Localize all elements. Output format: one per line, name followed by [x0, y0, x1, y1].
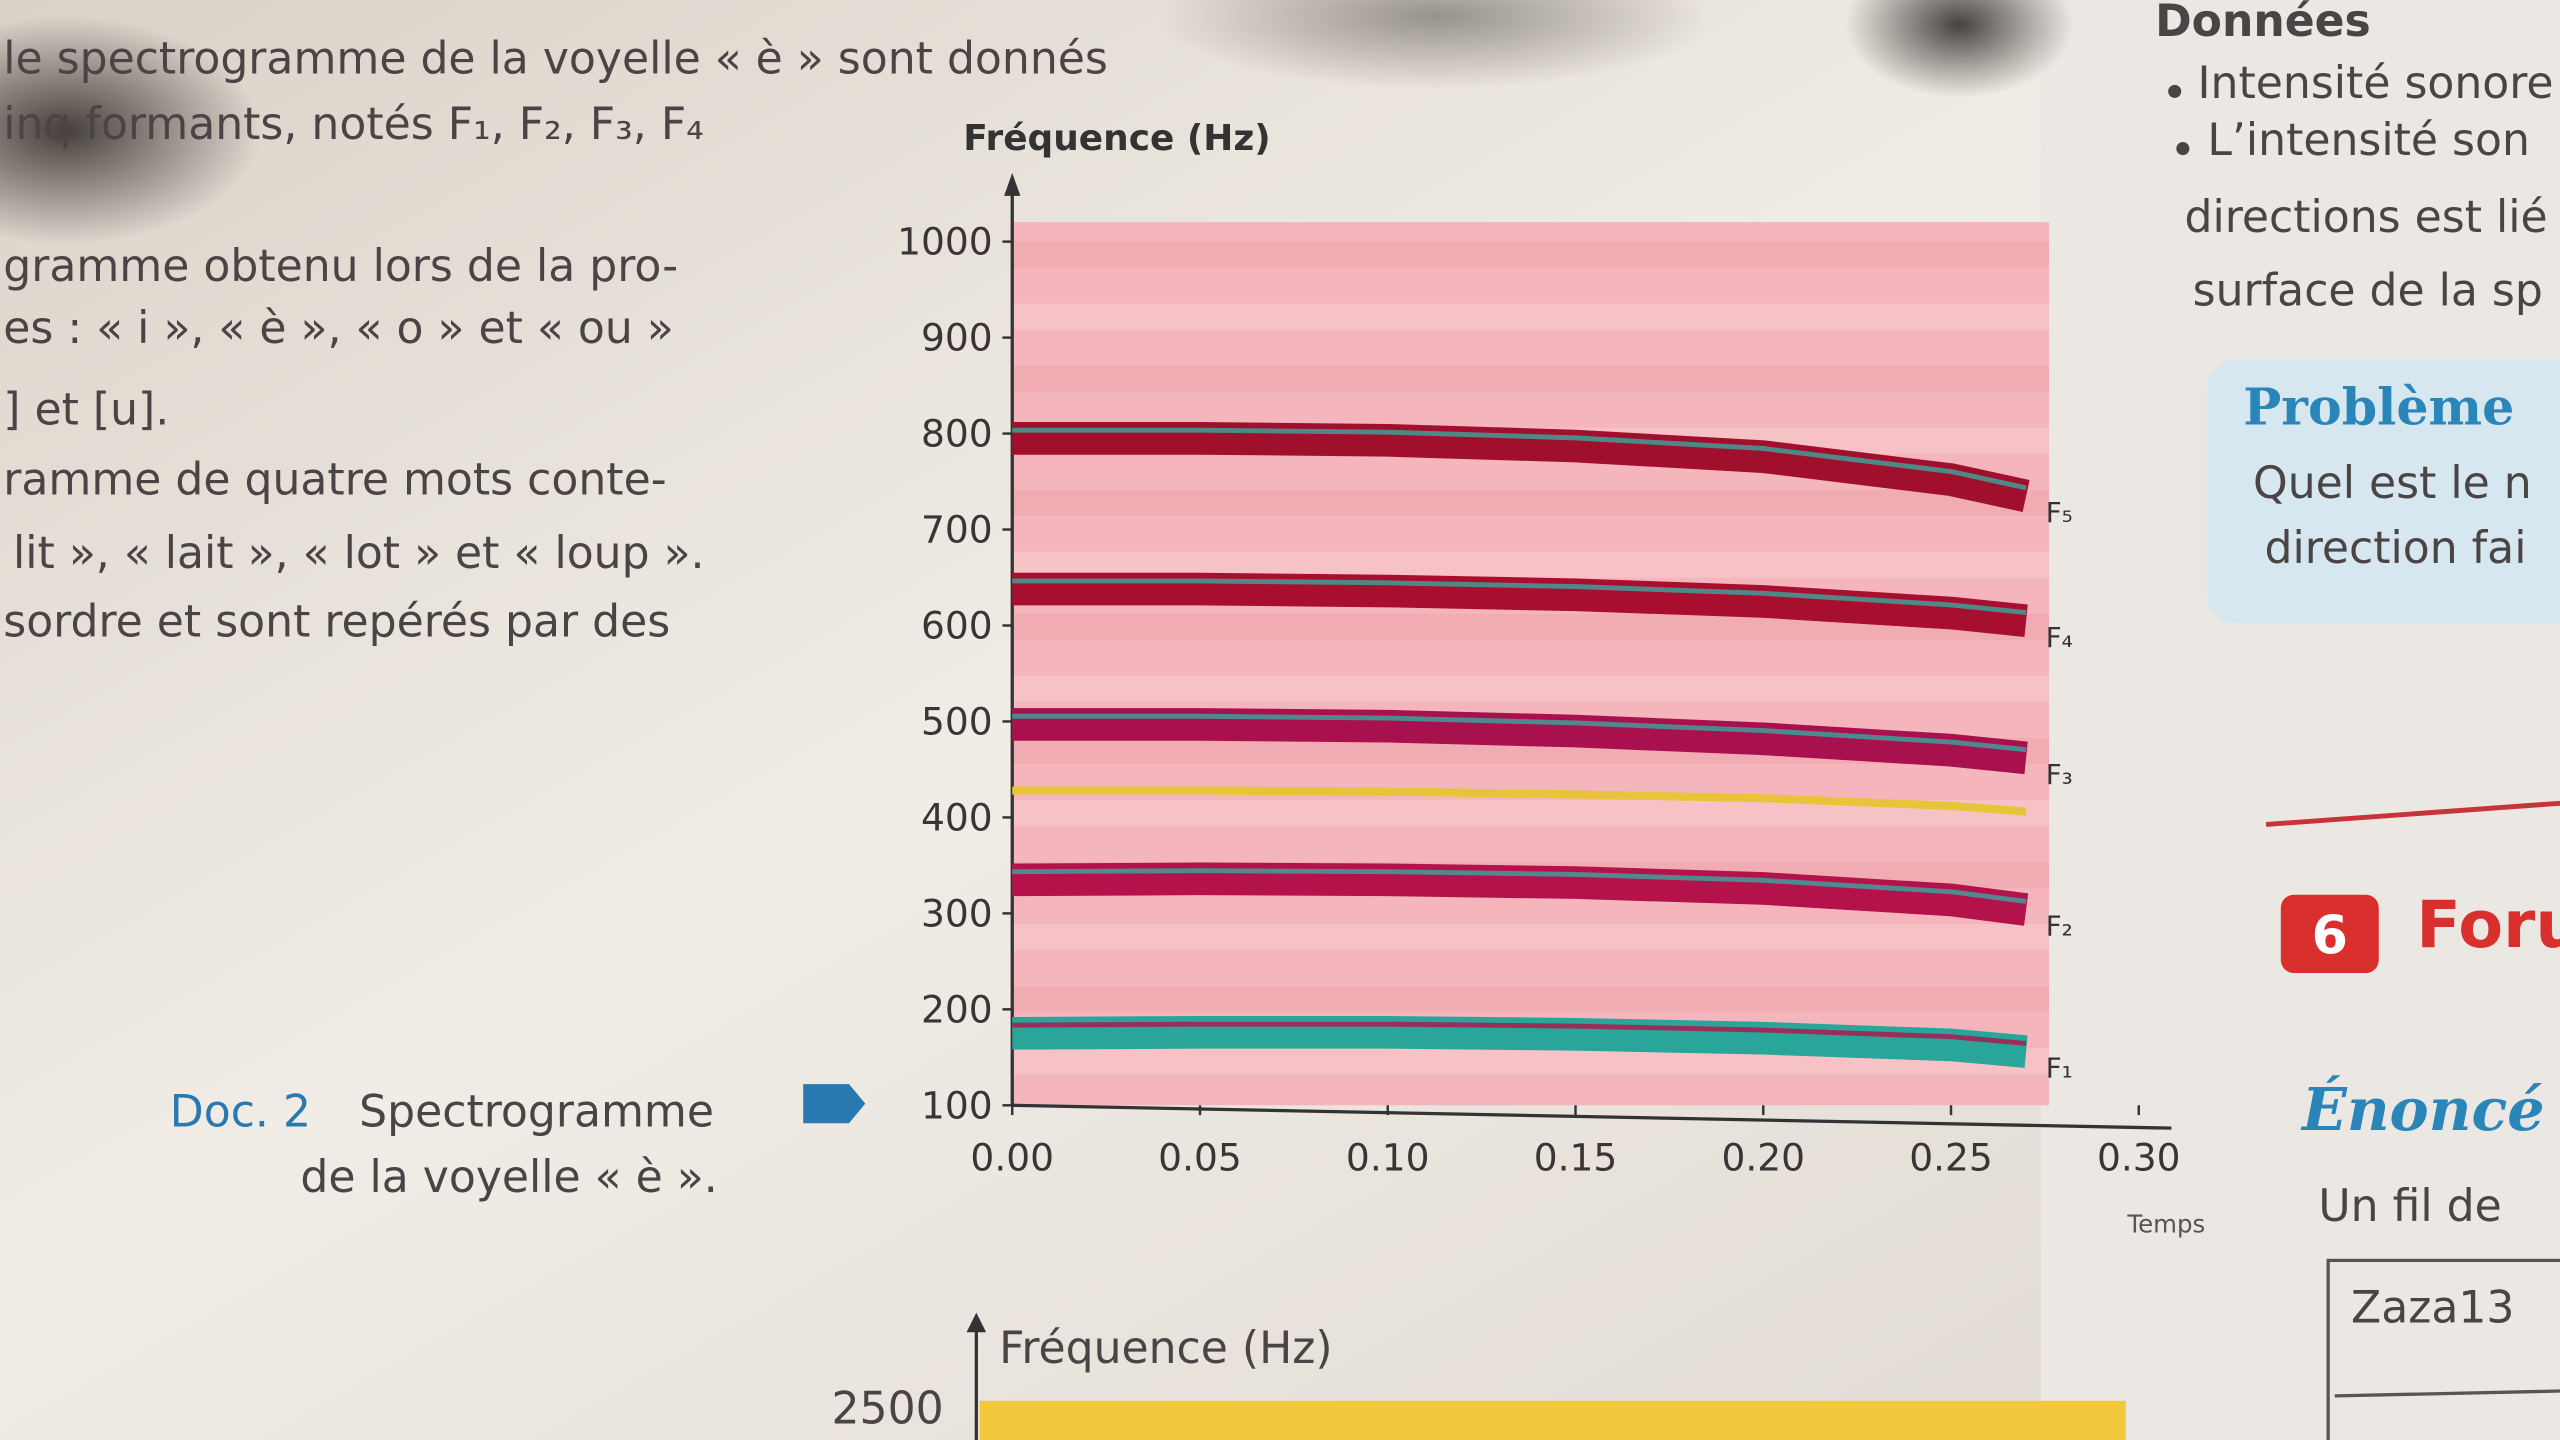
- rule: [2265, 800, 2560, 827]
- formant-stripe: [1012, 868, 2027, 904]
- formant-label: F₄: [2046, 621, 2073, 654]
- shadow: [1844, 0, 2074, 98]
- background-band: [1012, 924, 2049, 951]
- formant-label: F₁: [2046, 1052, 2073, 1085]
- body-line: gramme obtenu lors de la pro-: [3, 241, 678, 292]
- formant-band: [1012, 422, 2030, 512]
- caption-line: Spectrogramme: [359, 1087, 714, 1138]
- formant-label: F₅: [2046, 496, 2073, 529]
- table-rule: [2334, 1389, 2560, 1398]
- second-chart-y-label: Fréquence (Hz): [999, 1323, 1332, 1374]
- y-tick-label: 200: [921, 987, 993, 1031]
- axis-arrow: [1004, 173, 1021, 196]
- y-tick-label: 800: [921, 412, 993, 456]
- sidebar-text: directions est lié: [2184, 192, 2547, 243]
- formant-band: [1012, 786, 2027, 816]
- body-line: sordre et sont repérés par des: [3, 597, 670, 648]
- caption-line: de la voyelle « è ».: [300, 1152, 717, 1203]
- problem-line: direction fai: [2264, 523, 2526, 574]
- exercise-title: Foru: [2416, 887, 2560, 963]
- y-tick-label: 400: [921, 795, 993, 839]
- background-band: [1012, 241, 2049, 268]
- formant-band: [1012, 862, 2029, 926]
- sidebar-text: surface de la sp: [2193, 265, 2543, 316]
- background-band: [1012, 986, 2049, 1013]
- formant-band: [1012, 708, 2028, 775]
- table-cell: [2326, 1258, 2560, 1440]
- second-chart-tick: 2500: [831, 1384, 943, 1435]
- formant-stripe: [1012, 713, 2027, 753]
- formant-stripe: [1012, 427, 2027, 491]
- plot-background: [1012, 222, 2049, 1106]
- body-line: lit », « lait », « lot » et « loup ».: [13, 528, 705, 579]
- table-text: Zaza13: [2351, 1282, 2514, 1333]
- background-band: [1012, 303, 2049, 330]
- axis-arrow: [966, 1312, 987, 1333]
- x-tick-label: 0.25: [1909, 1136, 1993, 1180]
- statement-title: Énoncé: [2300, 1075, 2545, 1144]
- bullet: [2176, 142, 2190, 156]
- body-line: ] et [u].: [3, 384, 169, 435]
- y-tick-label: 1000: [897, 220, 993, 264]
- bullet: [2168, 84, 2182, 98]
- formant-label: F₃: [2046, 758, 2073, 791]
- y-tick-label: 700: [921, 508, 993, 552]
- second-chart-band: [979, 1400, 2126, 1440]
- shadow: [0, 16, 262, 245]
- right-page: [2040, 0, 2560, 1440]
- problem-title: Problème: [2243, 376, 2514, 436]
- problem-line: Quel est le n: [2253, 458, 2532, 509]
- intro-line: inq formants, notés F₁, F₂, F₃, F₄: [3, 99, 704, 150]
- background-band: [1012, 365, 2049, 392]
- y-tick-label: 900: [921, 316, 993, 360]
- formant-stripe: [1012, 1021, 2027, 1046]
- y-tick-label: 600: [921, 604, 993, 648]
- bullet-text: L’intensité son: [2207, 115, 2530, 166]
- x-tick-label: 0.05: [1158, 1136, 1242, 1180]
- problem-box: [2207, 359, 2560, 624]
- x-tick-label: 0.00: [970, 1136, 1054, 1180]
- caption-arrow: [803, 1084, 866, 1124]
- doc-label: Doc. 2: [170, 1087, 311, 1138]
- body-line: ramme de quatre mots conte-: [3, 455, 666, 506]
- formant-band: [1012, 1016, 2028, 1068]
- bullet-text: Intensité sonore: [2198, 58, 2554, 109]
- x-tick-label: 0.10: [1346, 1136, 1430, 1180]
- exercise-number: 6: [2312, 906, 2348, 966]
- y-tick-label: 500: [921, 700, 993, 744]
- spectrogram: Fréquence (Hz) Temps 100 200 300 400 500 600 7…: [897, 118, 2205, 1238]
- body-line: es : « i », « è », « o » et « ou »: [3, 303, 673, 354]
- x-tick-label: 0.15: [1534, 1136, 1618, 1180]
- shadow: [1159, 0, 1715, 90]
- statement-line: Un fil de: [2318, 1181, 2501, 1232]
- x-axis-label: Temps: [2126, 1210, 2205, 1239]
- background-band: [1012, 489, 2049, 516]
- formant-band: [1012, 572, 2028, 637]
- y-tick-label: 300: [921, 891, 993, 935]
- x-axis: [1012, 1103, 2172, 1130]
- sidebar-heading: Données: [2155, 0, 2371, 47]
- x-tick-label: 0.30: [2097, 1136, 2181, 1180]
- background-band: [1012, 675, 2049, 703]
- y-axis-label: Fréquence (Hz): [963, 118, 1270, 159]
- intro-line: le spectrogramme de la voyelle « è » son…: [3, 33, 1108, 84]
- formant-label: F₂: [2046, 910, 2073, 943]
- formant-stripe: [1012, 578, 2027, 616]
- exercise-badge: [2280, 894, 2379, 974]
- x-tick-label: 0.20: [1721, 1136, 1805, 1180]
- y-tick-label: 100: [921, 1083, 993, 1127]
